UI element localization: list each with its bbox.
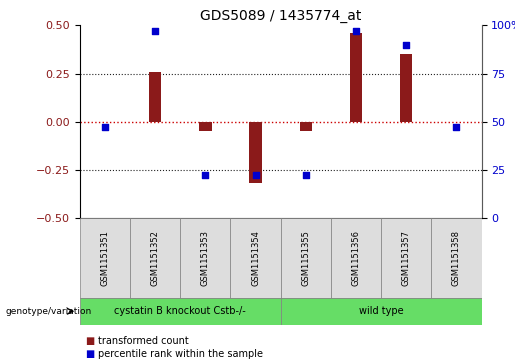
Text: ■: ■ bbox=[85, 336, 94, 346]
Bar bbox=[381, 218, 431, 298]
Point bbox=[251, 172, 260, 178]
Text: genotype/variation: genotype/variation bbox=[5, 307, 91, 316]
Bar bbox=[350, 33, 362, 122]
Bar bbox=[80, 218, 130, 298]
Text: GSM1151357: GSM1151357 bbox=[402, 230, 410, 286]
Bar bbox=[130, 218, 180, 298]
Bar bbox=[331, 218, 381, 298]
Text: GSM1151351: GSM1151351 bbox=[100, 230, 109, 286]
Bar bbox=[281, 218, 331, 298]
Text: ■: ■ bbox=[85, 349, 94, 359]
Point bbox=[452, 125, 460, 130]
Text: wild type: wild type bbox=[359, 306, 403, 316]
Bar bbox=[249, 122, 262, 183]
Point bbox=[201, 172, 210, 178]
Bar bbox=[80, 298, 281, 325]
Bar bbox=[300, 122, 312, 131]
Bar bbox=[180, 218, 231, 298]
Bar bbox=[281, 298, 482, 325]
Text: transformed count: transformed count bbox=[98, 336, 188, 346]
Text: GSM1151356: GSM1151356 bbox=[352, 230, 360, 286]
Bar bbox=[400, 54, 413, 122]
Point bbox=[352, 28, 360, 34]
Point bbox=[151, 28, 159, 34]
Bar bbox=[149, 72, 161, 122]
Text: GSM1151354: GSM1151354 bbox=[251, 230, 260, 286]
Text: GSM1151353: GSM1151353 bbox=[201, 230, 210, 286]
Text: GSM1151352: GSM1151352 bbox=[151, 230, 160, 286]
Text: GSM1151358: GSM1151358 bbox=[452, 230, 461, 286]
Point bbox=[101, 125, 109, 130]
Text: GSM1151355: GSM1151355 bbox=[301, 230, 310, 286]
Point bbox=[402, 42, 410, 48]
Title: GDS5089 / 1435774_at: GDS5089 / 1435774_at bbox=[200, 9, 362, 23]
Text: cystatin B knockout Cstb-/-: cystatin B knockout Cstb-/- bbox=[114, 306, 246, 316]
Bar bbox=[231, 218, 281, 298]
Bar bbox=[431, 218, 482, 298]
Point bbox=[302, 172, 310, 178]
Text: percentile rank within the sample: percentile rank within the sample bbox=[98, 349, 263, 359]
Bar bbox=[199, 122, 212, 131]
